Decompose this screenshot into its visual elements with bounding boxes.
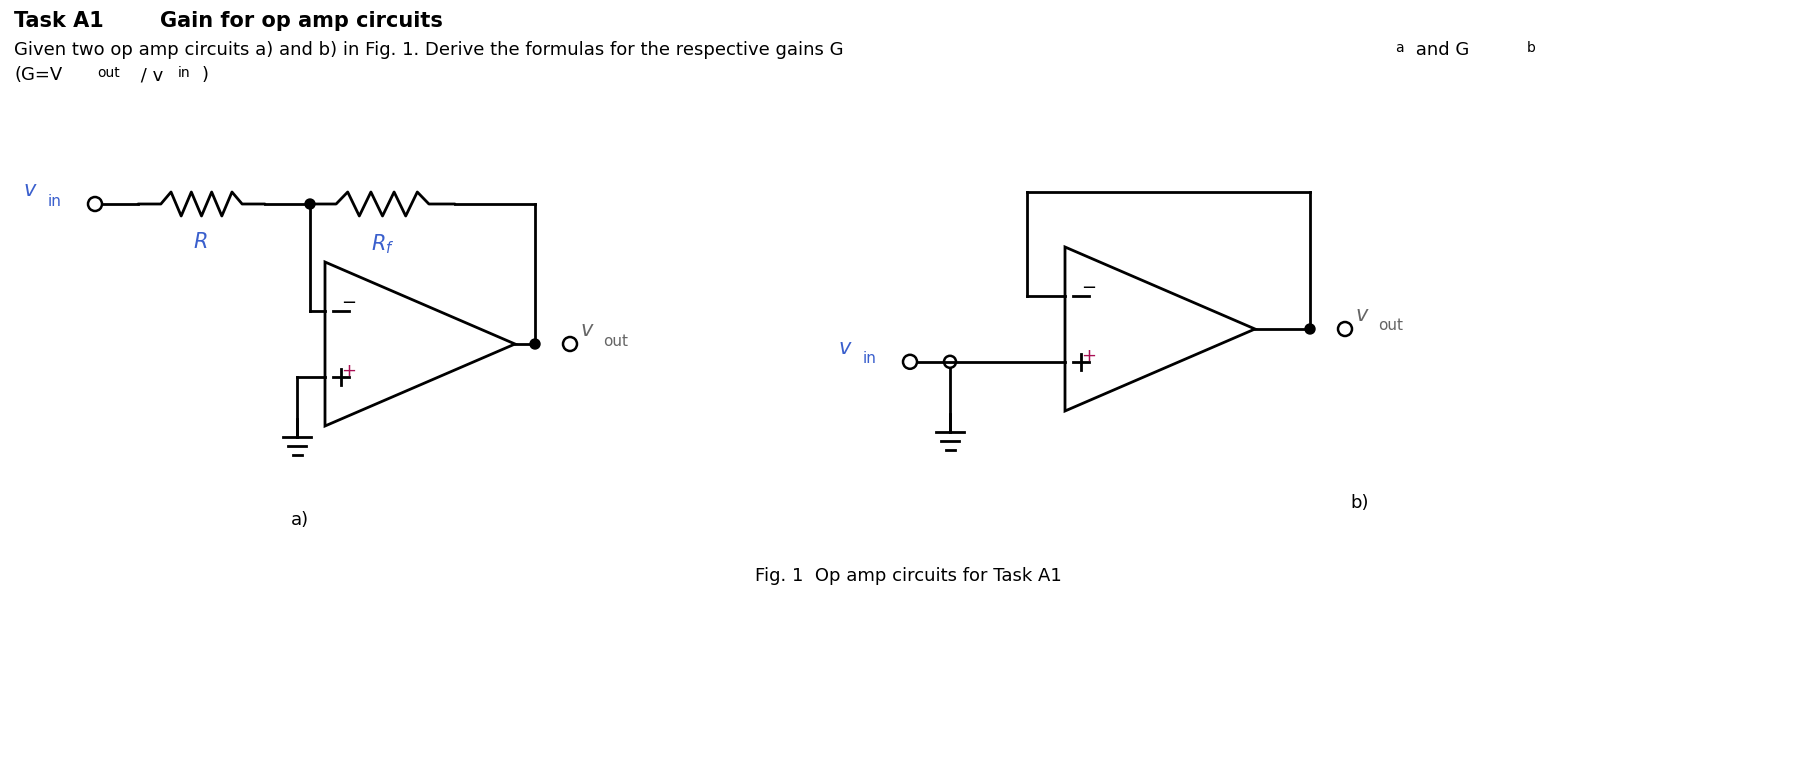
Text: $\mathit{R}$: $\mathit{R}$ — [193, 232, 207, 252]
Text: $\mathit{R_f}$: $\mathit{R_f}$ — [371, 232, 394, 256]
Text: +: + — [342, 362, 356, 380]
Text: $\mathit{v}$: $\mathit{v}$ — [580, 320, 594, 340]
Text: out: out — [96, 66, 120, 80]
Text: in: in — [47, 194, 62, 209]
Text: in: in — [863, 351, 878, 367]
Text: b): b) — [1350, 494, 1370, 512]
Text: out: out — [603, 333, 629, 348]
Text: $\mathit{v}$: $\mathit{v}$ — [838, 338, 852, 357]
Text: and G: and G — [1410, 41, 1470, 59]
Text: +: + — [1081, 347, 1096, 365]
Text: ): ) — [202, 66, 209, 84]
Text: / v: / v — [134, 66, 164, 84]
Text: a): a) — [291, 511, 309, 529]
Circle shape — [531, 339, 540, 349]
Text: Task A1: Task A1 — [15, 11, 104, 31]
Text: a: a — [1395, 41, 1403, 55]
Text: −: − — [342, 294, 356, 312]
Text: $\mathit{v}$: $\mathit{v}$ — [24, 180, 38, 200]
Text: −: − — [1081, 279, 1097, 298]
Text: $\mathit{v}$: $\mathit{v}$ — [1355, 305, 1370, 325]
Circle shape — [305, 199, 314, 209]
Text: Gain for op amp circuits: Gain for op amp circuits — [160, 11, 443, 31]
Text: Given two op amp circuits a) and b) in Fig. 1. Derive the formulas for the respe: Given two op amp circuits a) and b) in F… — [15, 41, 843, 59]
Text: (G=V: (G=V — [15, 66, 62, 84]
Circle shape — [1305, 324, 1316, 334]
Text: out: out — [1377, 319, 1403, 333]
Text: b: b — [1526, 41, 1535, 55]
Text: Fig. 1  Op amp circuits for Task A1: Fig. 1 Op amp circuits for Task A1 — [754, 567, 1061, 585]
Text: in: in — [178, 66, 191, 80]
